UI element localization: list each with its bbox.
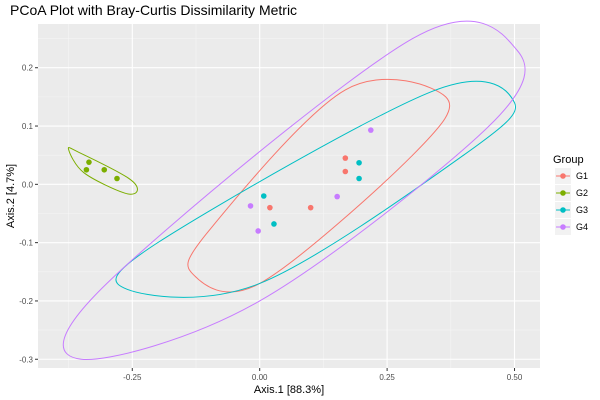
point-g1 (342, 168, 349, 175)
point-g2 (83, 166, 90, 173)
y-axis-title: Axis.2 [4.7%] (5, 164, 17, 228)
point-g3 (356, 175, 362, 182)
legend-label-g3: G3 (576, 205, 588, 215)
point-g1 (267, 204, 273, 211)
legend-key-point-g1 (560, 173, 566, 179)
point-g3 (356, 159, 362, 166)
point-g2 (86, 159, 92, 165)
legend-label-g1: G1 (576, 171, 588, 181)
point-g3 (260, 193, 267, 199)
x-tick-label: 0.00 (252, 373, 268, 382)
point-g4 (255, 228, 261, 234)
ellipse-g2 (67, 147, 138, 195)
y-axis: 0.2 0.1 0.0 -0.1 -0.2 -0.3 (19, 64, 38, 364)
grid-major (38, 24, 540, 368)
point-g1 (307, 204, 314, 211)
y-tick-label: -0.3 (19, 355, 33, 364)
y-tick-label: 0.0 (22, 180, 34, 189)
point-g2 (114, 175, 120, 182)
point-g3 (271, 221, 277, 227)
legend-key-point-g4 (560, 224, 566, 230)
x-tick-label: -0.25 (123, 373, 142, 382)
confidence-ellipses (62, 20, 526, 360)
point-g4 (334, 193, 340, 200)
legend-key-point-g3 (560, 207, 566, 213)
x-tick-label: 0.25 (379, 373, 395, 382)
grid-minor (38, 24, 540, 368)
y-tick-label: -0.2 (19, 297, 33, 306)
y-tick-label: 0.1 (22, 122, 34, 131)
y-tick-label: 0.2 (22, 64, 34, 73)
plot-panel (38, 24, 540, 368)
point-g4 (247, 203, 254, 209)
ellipse-g4 (62, 20, 526, 360)
point-g1 (342, 155, 349, 161)
chart-title: PCoA Plot with Bray-Curtis Dissimilarity… (10, 2, 297, 18)
legend: Group G1 G2 G3 G4 (553, 154, 588, 235)
ellipse-g3 (115, 80, 516, 298)
legend-title: Group (553, 154, 584, 166)
x-axis-title: Axis.1 [88.3%] (254, 384, 324, 396)
point-g4 (367, 127, 374, 133)
y-tick-label: -0.1 (19, 239, 33, 248)
legend-label-g4: G4 (576, 222, 588, 232)
x-tick-label: 0.50 (507, 373, 523, 382)
data-points (83, 127, 374, 234)
x-axis: -0.25 0.00 0.25 0.50 (123, 368, 523, 382)
point-g2 (101, 166, 108, 173)
legend-label-g2: G2 (576, 188, 588, 198)
legend-key-point-g2 (560, 190, 566, 196)
